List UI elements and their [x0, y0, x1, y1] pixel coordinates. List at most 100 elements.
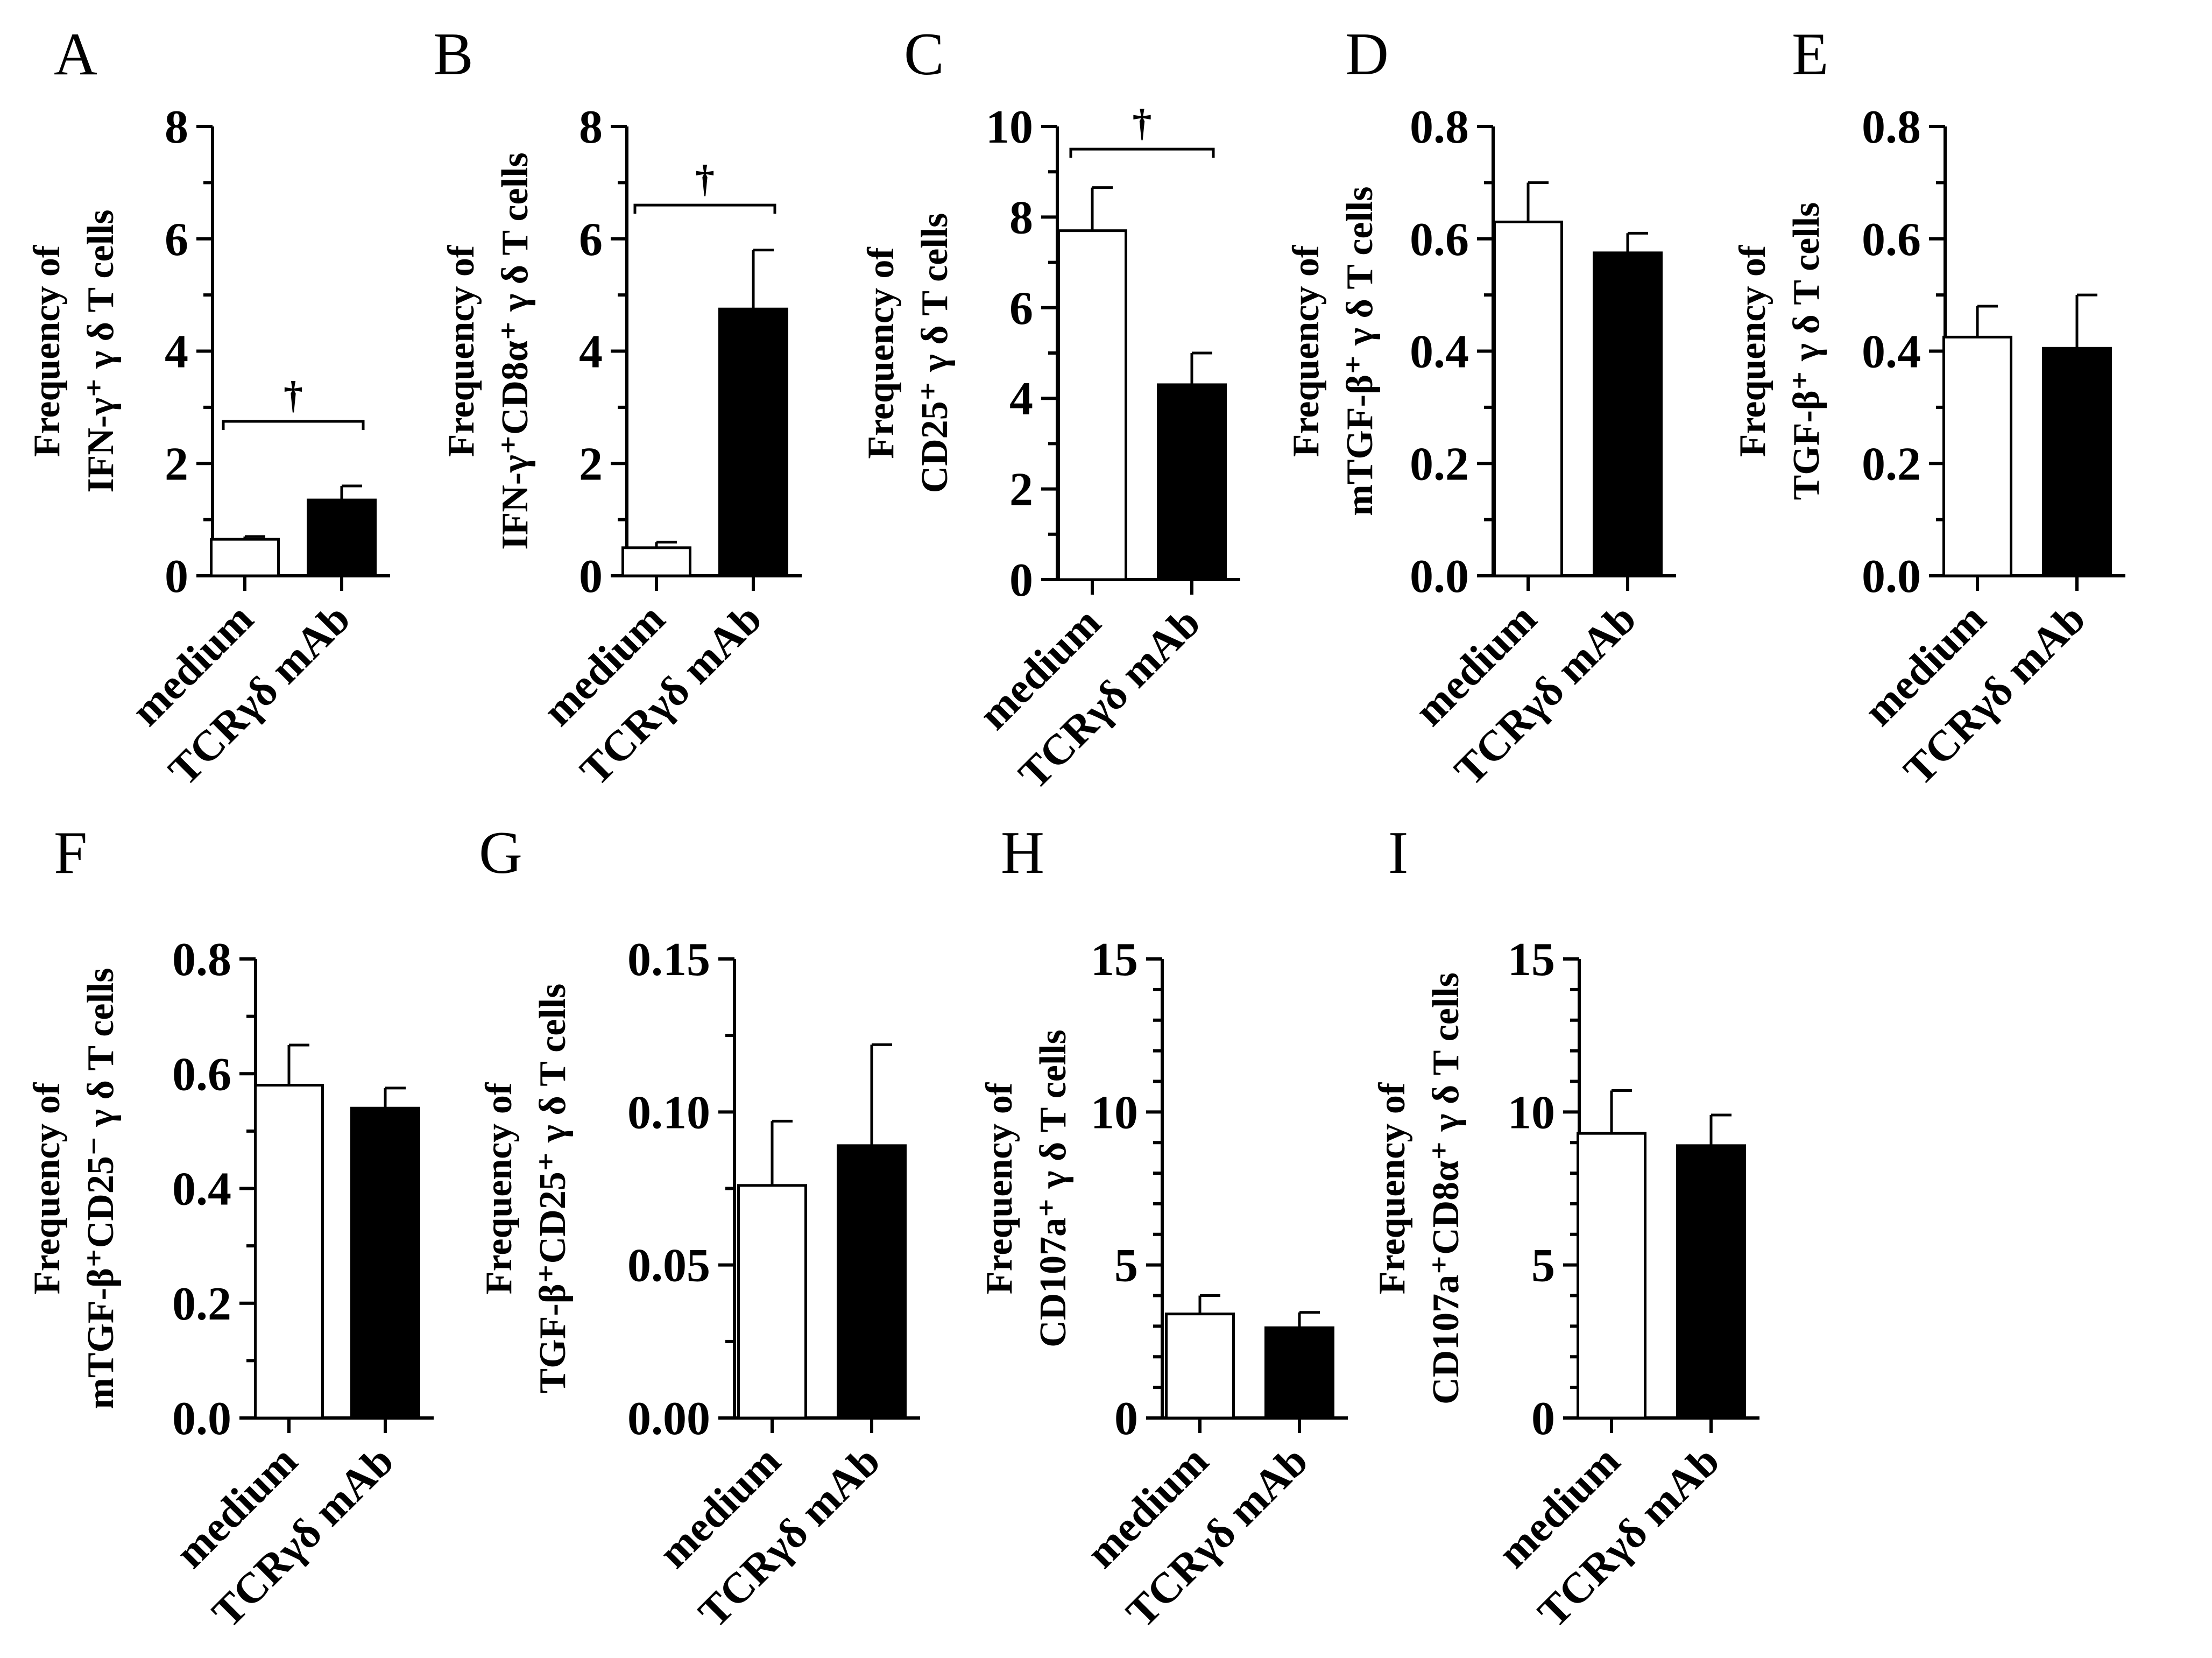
y-tick-label: 0.4: [1862, 326, 1921, 378]
y-axis-label: IFN-γ⁺ γ δ T cells: [80, 209, 122, 492]
y-tick-label: 2: [1009, 464, 1033, 516]
y-tick-label: 10: [1508, 1086, 1555, 1139]
y-axis-label: TGF-β⁺CD25⁺ γ δ T cells: [532, 984, 574, 1394]
y-tick-label: 15: [1091, 934, 1138, 986]
y-tick-label: 6: [1009, 283, 1033, 335]
significance-bracket: [222, 420, 365, 430]
y-axis-label: Frequency of: [26, 245, 68, 457]
bar-medium: [210, 538, 280, 577]
y-axis-label: CD107a⁺CD8α⁺ γ δ T cells: [1425, 972, 1467, 1405]
y-axis-label: mTGF-β⁺ γ δ T cells: [1339, 186, 1381, 516]
significance-symbol: †: [1133, 101, 1152, 144]
bar-medium: [737, 1184, 807, 1420]
y-tick-label: 0.0: [1862, 551, 1921, 603]
bar-tcr-mab: [1593, 251, 1663, 577]
bar-tcr-mab: [718, 307, 788, 577]
panel-letter: D: [1345, 21, 1389, 88]
bar-tcr-mab: [1157, 383, 1227, 581]
y-tick-label: 0: [1114, 1393, 1138, 1445]
y-tick-label: 8: [1009, 192, 1033, 244]
y-tick-label: 0: [1009, 554, 1033, 606]
bar-tcr-mab: [307, 498, 377, 577]
y-tick-label: 6: [579, 214, 603, 266]
y-tick-label: 0: [579, 551, 603, 603]
y-axis-label: Frequency of: [478, 1082, 520, 1294]
y-tick-label: 4: [1009, 373, 1033, 425]
y-axis-label: TGF-β⁺ γ δ T cells: [1786, 202, 1827, 500]
y-tick-label: 0.0: [172, 1393, 231, 1445]
y-axis-label: IFN-γ⁺CD8α⁺ γ δ T cells: [494, 152, 536, 549]
bar-medium: [1577, 1132, 1646, 1420]
y-axis-label: CD25⁺ γ δ T cells: [914, 213, 956, 493]
y-tick-label: 4: [165, 326, 188, 378]
panel-letter: I: [1388, 820, 1408, 886]
bar-tcr-mab: [837, 1144, 907, 1420]
panel-letter: G: [479, 820, 522, 886]
y-tick-label: 0.0: [1410, 551, 1469, 603]
bar-tcr-mab: [1676, 1144, 1746, 1420]
y-tick-label: 10: [1091, 1086, 1138, 1139]
bar-tcr-mab: [1264, 1326, 1334, 1420]
bar-medium: [254, 1084, 324, 1420]
panel-letter: A: [54, 21, 97, 88]
y-tick-label: 0.15: [627, 934, 710, 986]
y-axis-label: Frequency of: [979, 1082, 1020, 1294]
y-axis-label: CD107a⁺ γ δ T cells: [1033, 1029, 1074, 1347]
y-tick-label: 2: [165, 438, 188, 490]
y-tick-label: 0: [1531, 1393, 1555, 1445]
y-tick-label: 8: [165, 101, 188, 153]
panel-letter: H: [1001, 820, 1044, 886]
y-tick-label: 0.00: [627, 1393, 710, 1445]
bar-tcr-mab: [350, 1106, 420, 1420]
panel-letter: F: [54, 820, 87, 886]
y-tick-label: 4: [579, 326, 603, 378]
y-tick-label: 0.6: [1410, 214, 1469, 266]
bar-tcr-mab: [2042, 347, 2112, 577]
y-axis-label: mTGF-β⁺CD25⁻ γ δ T cells: [80, 968, 122, 1409]
y-axis-label: Frequency of: [441, 245, 482, 457]
bar-medium: [1493, 220, 1563, 577]
y-tick-label: 0.2: [1862, 438, 1921, 490]
y-tick-label: 0.4: [172, 1163, 231, 1216]
y-tick-label: 0.05: [627, 1240, 710, 1292]
significance-symbol: †: [695, 157, 715, 200]
bar-medium: [1165, 1313, 1235, 1420]
panel-letter: E: [1792, 21, 1828, 88]
significance-symbol: †: [284, 373, 303, 417]
y-tick-label: 0.8: [1410, 101, 1469, 153]
y-tick-label: 0.6: [172, 1048, 231, 1100]
y-tick-label: 0.4: [1410, 326, 1469, 378]
y-axis-label: Frequency of: [1732, 245, 1773, 457]
y-axis-label: Frequency of: [26, 1082, 68, 1294]
y-tick-label: 5: [1114, 1240, 1138, 1292]
y-tick-label: 0.8: [172, 934, 231, 986]
y-axis-label: Frequency of: [1285, 245, 1327, 457]
y-tick-label: 0.8: [1862, 101, 1921, 153]
significance-bracket: [1069, 147, 1215, 158]
y-tick-label: 10: [986, 101, 1033, 153]
y-tick-label: 15: [1508, 934, 1555, 986]
bar-medium: [1057, 229, 1127, 581]
y-tick-label: 0.6: [1862, 214, 1921, 266]
y-axis-label: Frequency of: [1372, 1082, 1413, 1294]
y-tick-label: 0.2: [172, 1278, 231, 1330]
y-tick-label: 2: [579, 438, 603, 490]
significance-bracket: [633, 203, 776, 214]
bar-medium: [621, 546, 691, 577]
y-axis-label: Frequency of: [860, 247, 902, 459]
bar-medium: [1942, 335, 2012, 577]
y-tick-label: 0.10: [627, 1086, 710, 1139]
panel-letter: C: [904, 21, 944, 88]
y-tick-label: 8: [579, 101, 603, 153]
y-tick-label: 6: [165, 214, 188, 266]
